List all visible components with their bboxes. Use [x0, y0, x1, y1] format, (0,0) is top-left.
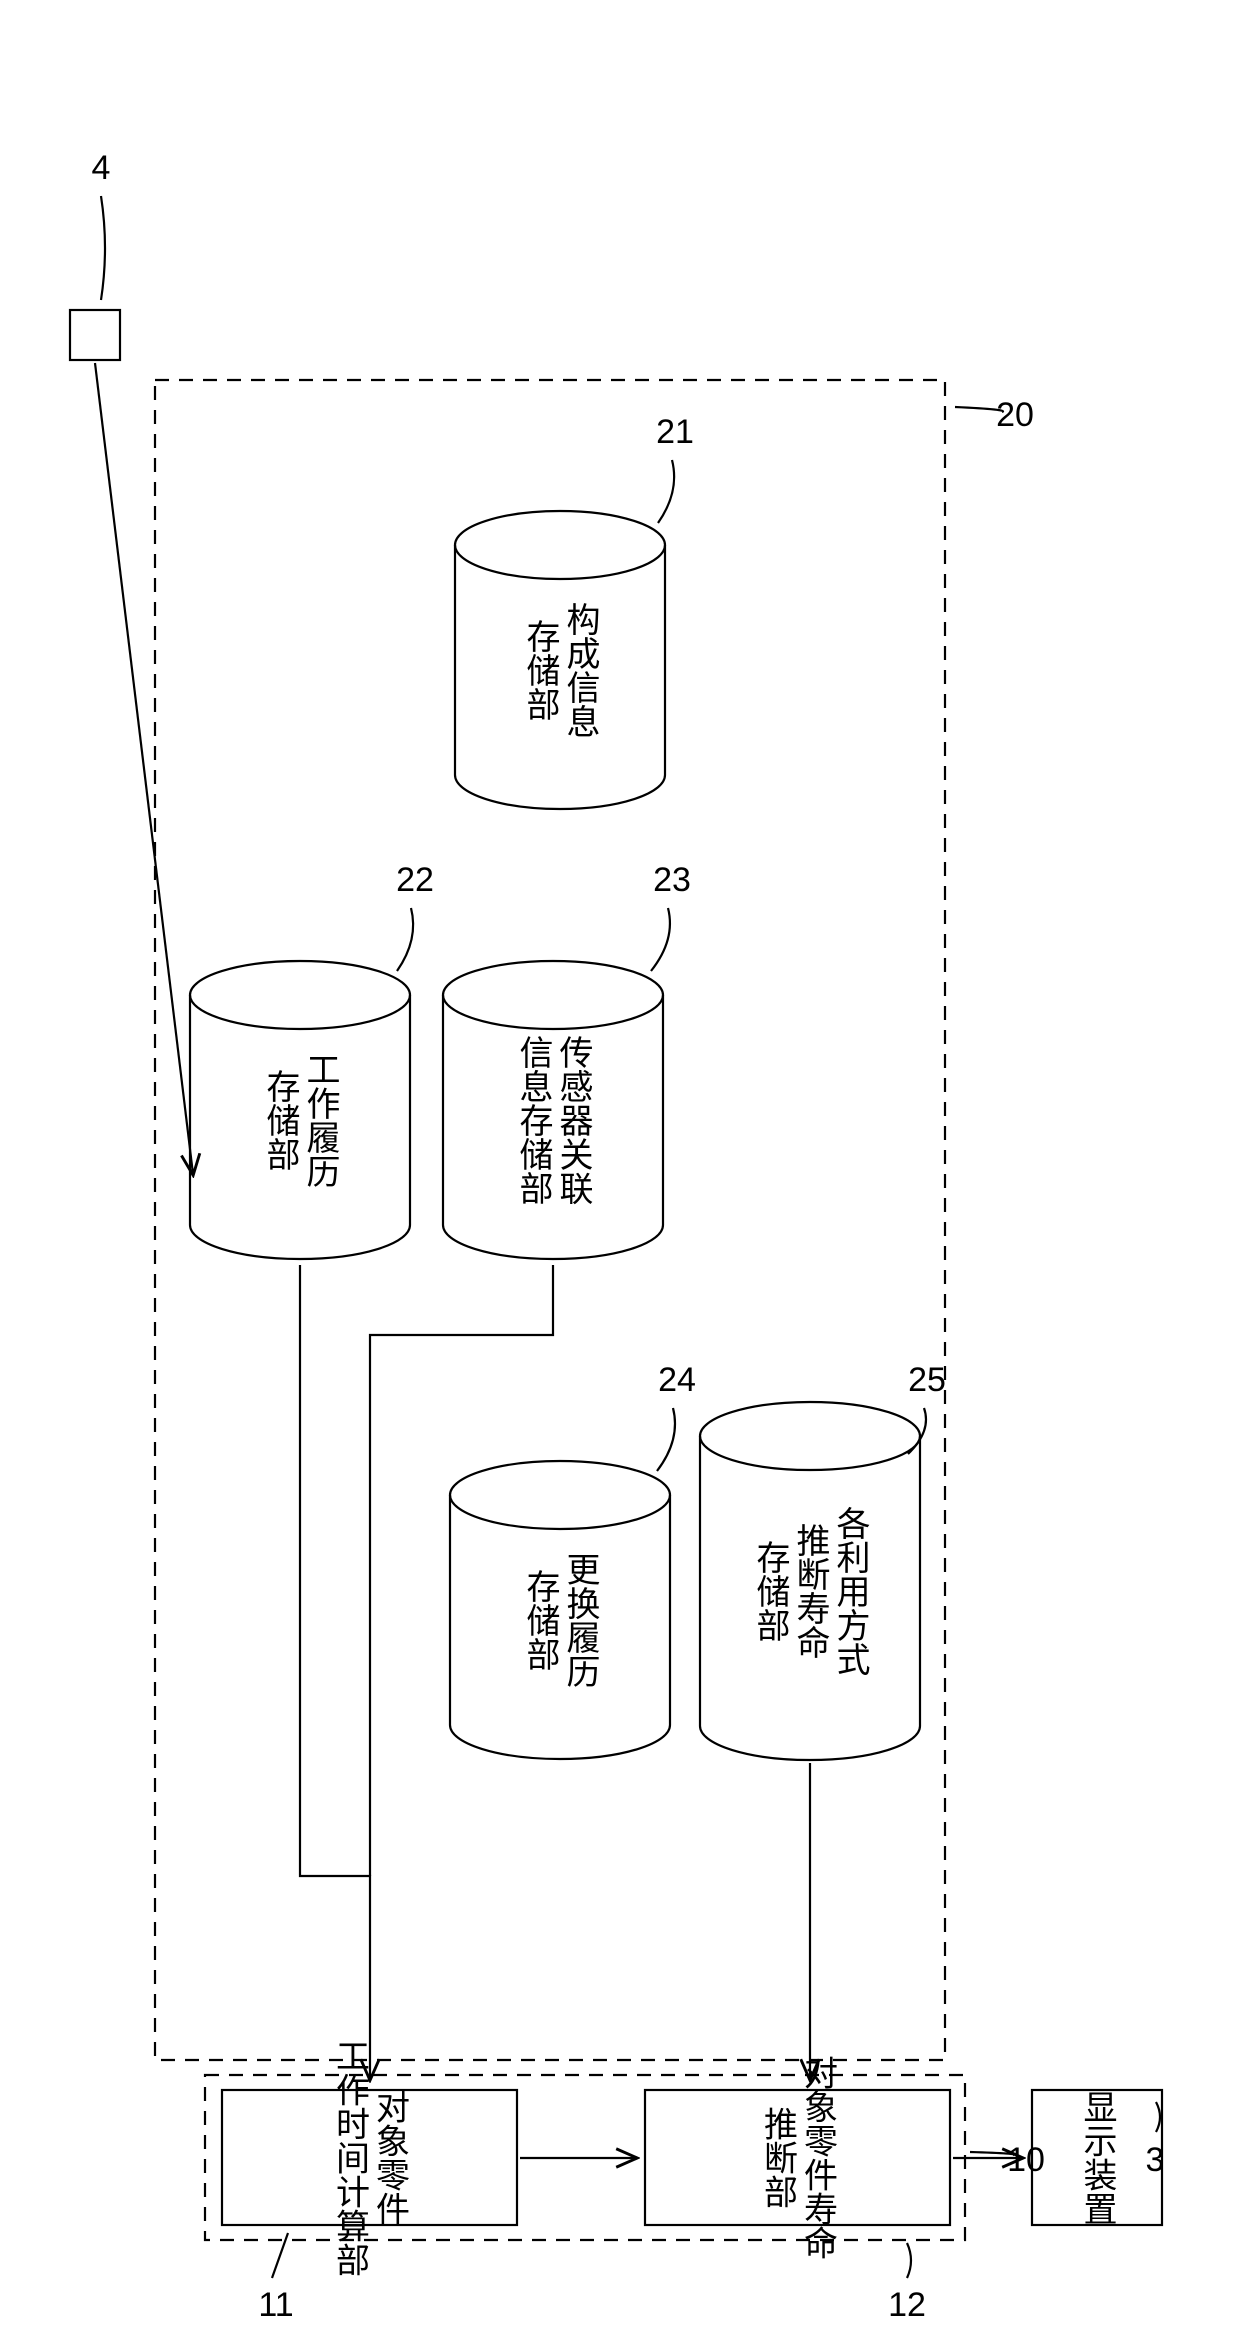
- num-4: 4: [92, 149, 111, 187]
- label-db25: 推断寿命: [791, 1523, 829, 1659]
- arrow-22-11: [300, 1265, 370, 2079]
- lead-3: [1156, 2102, 1160, 2132]
- lead-12: [907, 2243, 911, 2278]
- label-db21: 构成信息: [561, 602, 599, 738]
- lead-4: [101, 196, 105, 300]
- label-b11: 工作时间计算部: [331, 2039, 369, 2277]
- label-b11: 对象零件: [371, 2089, 409, 2225]
- num-12: 12: [888, 2286, 926, 2324]
- num-3: 3: [1146, 2141, 1165, 2179]
- lead-25: [908, 1408, 926, 1454]
- num-10: 10: [1007, 2141, 1045, 2179]
- db-24: [450, 1461, 670, 1759]
- lead-21: [658, 460, 674, 523]
- num-25: 25: [908, 1361, 946, 1399]
- num-23: 23: [653, 861, 691, 899]
- label-b3: 显示装置: [1078, 2090, 1116, 2226]
- label-db23: 信息存储部: [514, 1035, 553, 1205]
- db-21: [455, 511, 665, 809]
- arrow-4-22: [95, 363, 193, 1174]
- box-11: [222, 2090, 517, 2225]
- label-b12: 推断部: [759, 2106, 797, 2208]
- lead-23: [651, 908, 670, 971]
- lead-22: [397, 908, 413, 971]
- label-db24: 更换履历: [561, 1552, 600, 1688]
- label-db23: 传感器关联: [554, 1035, 593, 1205]
- db-23: [443, 961, 663, 1259]
- num-22: 22: [396, 861, 434, 899]
- num-24: 24: [658, 1361, 696, 1399]
- num-11: 11: [258, 2286, 293, 2324]
- box-12: [645, 2090, 950, 2225]
- num-20: 20: [996, 396, 1034, 434]
- label-db21: 存储部: [521, 619, 560, 721]
- label-db22: 存储部: [261, 1069, 300, 1171]
- db-22: [190, 961, 410, 1259]
- label-db25: 存储部: [751, 1540, 790, 1642]
- diagram-root: 构成信息存储部工作履历存储部传感器关联信息存储部更换履历存储部各利用方式推断寿命…: [0, 0, 1240, 2350]
- label-db24: 存储部: [521, 1569, 560, 1671]
- lead-24: [657, 1408, 675, 1471]
- label-db25: 各利用方式: [831, 1506, 870, 1676]
- label-db22: 工作履历: [301, 1052, 340, 1188]
- node-4: [70, 310, 120, 360]
- num-21: 21: [656, 413, 694, 451]
- label-b12: 对象零件寿命: [799, 2055, 837, 2259]
